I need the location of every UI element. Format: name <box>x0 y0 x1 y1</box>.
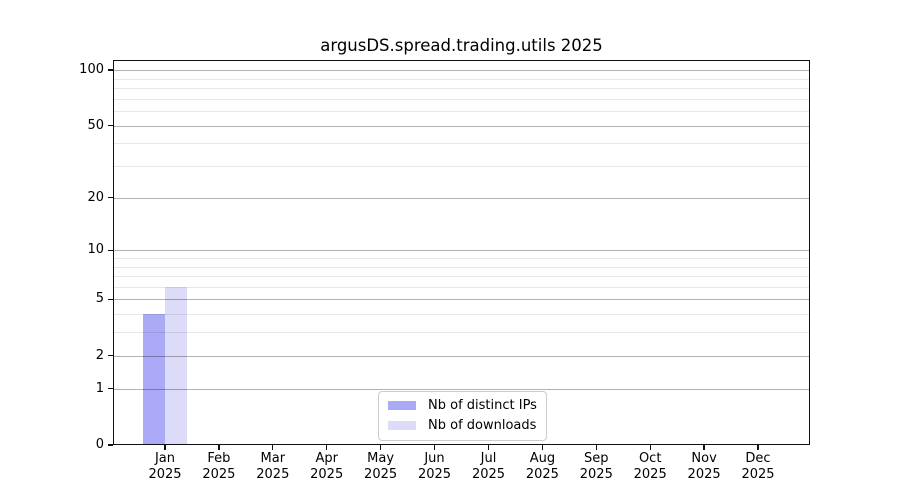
x-tick-label: Mar 2025 <box>256 451 290 482</box>
x-tick-mark <box>649 445 651 450</box>
x-tick-label: Jun 2025 <box>417 451 452 482</box>
x-tick-label: Apr 2025 <box>310 451 344 482</box>
x-tick-mark <box>541 445 544 450</box>
x-tick-label: Jan 2025 <box>148 451 182 482</box>
y-tick-label: 50 <box>87 117 104 133</box>
bars-layer <box>113 60 810 445</box>
x-tick-mark <box>379 445 382 450</box>
y-gridline-minor <box>113 87 810 89</box>
y-tick-mark <box>108 124 113 127</box>
legend: Nb of distinct IPs Nb of downloads <box>378 391 547 441</box>
grid-layer <box>113 60 810 445</box>
y-gridline-minor <box>113 166 810 167</box>
y-gridline-major <box>113 388 810 390</box>
y-tick-mark <box>108 355 113 357</box>
y-gridline-minor <box>113 266 810 268</box>
y-tick-mark <box>108 196 113 199</box>
y-gridline-minor <box>113 286 810 288</box>
x-tick-mark <box>757 445 759 450</box>
axes-frame <box>113 60 810 445</box>
y-tick-label: 5 <box>95 291 104 307</box>
legend-item-downloads: Nb of downloads <box>388 417 537 434</box>
y-gridline-minor <box>113 257 810 259</box>
y-tick-mark <box>108 69 113 71</box>
bar-distinct-ips <box>143 314 165 445</box>
y-gridline-minor <box>113 314 810 316</box>
y-gridline-major <box>113 70 810 71</box>
y-gridline-major <box>113 197 810 199</box>
plot-area <box>113 60 810 445</box>
x-tick-label: Dec 2025 <box>741 451 775 482</box>
y-gridline-minor <box>113 111 810 112</box>
y-tick-label: 20 <box>87 189 104 205</box>
y-tick-label: 1 <box>95 380 104 396</box>
y-gridline-major <box>113 125 810 127</box>
x-tick-mark <box>703 445 705 450</box>
legend-item-distinct-ips: Nb of distinct IPs <box>388 397 537 414</box>
x-tick-mark <box>326 445 328 450</box>
y-gridline-minor <box>113 78 810 80</box>
y-gridline-minor <box>113 98 810 100</box>
y-gridline-major <box>113 299 810 301</box>
x-tick-label: Jul 2025 <box>471 451 506 482</box>
y-gridline-minor <box>113 143 810 145</box>
y-tick-mark <box>108 249 113 251</box>
legend-label-distinct-ips: Nb of distinct IPs <box>428 398 537 413</box>
x-tick-label: May 2025 <box>364 451 398 482</box>
x-tick-mark <box>272 445 274 450</box>
y-gridline-minor <box>113 276 810 277</box>
x-tick-mark <box>433 445 436 450</box>
legend-label-downloads: Nb of downloads <box>428 418 537 433</box>
y-tick-label: 0 <box>95 437 104 452</box>
x-tick-mark <box>218 445 220 450</box>
x-tick-label: Sep 2025 <box>579 451 613 482</box>
x-tick-label: Aug 2025 <box>525 451 559 482</box>
y-tick-mark <box>108 298 113 301</box>
y-gridline-minor <box>113 332 810 334</box>
bar-downloads <box>165 286 187 445</box>
x-tick-mark <box>164 445 166 450</box>
y-tick-mark <box>108 444 113 446</box>
legend-swatch-distinct-ips <box>388 401 416 410</box>
x-tick-mark <box>595 445 597 450</box>
chart-title: argusDS.spread.trading.utils 2025 <box>320 36 603 55</box>
x-tick-label: Oct 2025 <box>633 451 667 482</box>
x-tick-label: Feb 2025 <box>202 451 236 482</box>
x-tick-label: Nov 2025 <box>687 451 721 482</box>
legend-swatch-downloads <box>388 421 416 430</box>
y-tick-label: 100 <box>79 62 104 77</box>
x-tick-mark <box>487 445 490 450</box>
y-tick-label: 10 <box>87 242 104 258</box>
y-tick-mark <box>108 388 113 390</box>
y-tick-label: 2 <box>95 347 104 363</box>
y-gridline-major <box>113 250 810 252</box>
y-gridline-major <box>113 355 810 357</box>
